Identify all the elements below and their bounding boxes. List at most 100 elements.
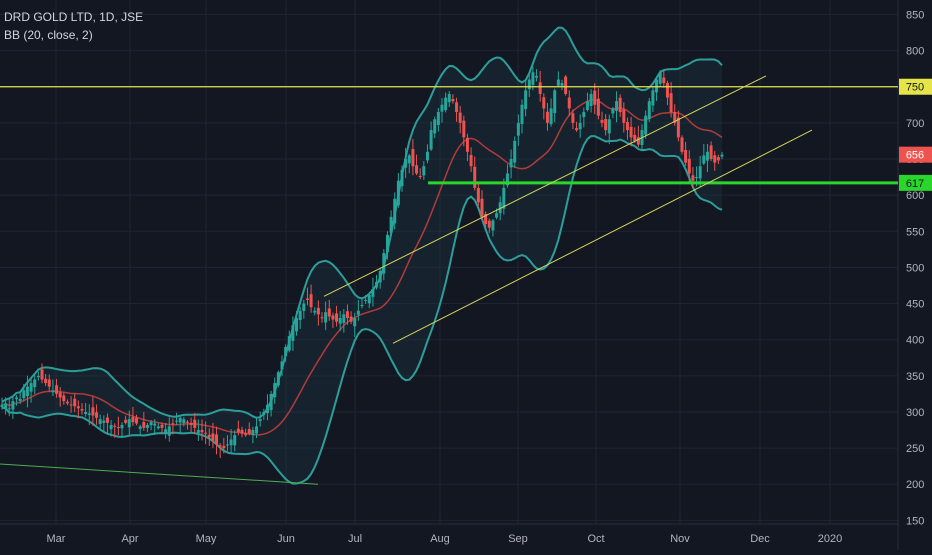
candle-body[interactable]	[171, 423, 175, 425]
candle-body[interactable]	[680, 137, 684, 152]
candle-body[interactable]	[255, 426, 259, 434]
candle-body[interactable]	[458, 112, 462, 123]
candle-body[interactable]	[596, 98, 600, 116]
candle-body[interactable]	[625, 122, 629, 131]
candle-body[interactable]	[91, 407, 95, 416]
candle-body[interactable]	[69, 404, 73, 406]
candle-body[interactable]	[160, 424, 164, 428]
candle-body[interactable]	[7, 408, 11, 410]
candle-body[interactable]	[433, 119, 437, 134]
candle-body[interactable]	[0, 404, 4, 408]
candle-body[interactable]	[138, 426, 142, 429]
candle-body[interactable]	[15, 397, 19, 400]
candle-body[interactable]	[211, 433, 215, 441]
candle-body[interactable]	[313, 310, 317, 313]
candle-body[interactable]	[575, 128, 579, 131]
candle-body[interactable]	[615, 101, 619, 111]
candle-body[interactable]	[178, 417, 182, 423]
candle-body[interactable]	[276, 372, 280, 386]
candle-body[interactable]	[487, 220, 491, 228]
candle-body[interactable]	[225, 444, 229, 446]
candle-body[interactable]	[182, 419, 186, 424]
candle-body[interactable]	[513, 140, 517, 163]
candle-body[interactable]	[95, 412, 99, 418]
candle-body[interactable]	[655, 79, 659, 93]
candle-body[interactable]	[611, 108, 615, 114]
candle-body[interactable]	[647, 101, 651, 119]
candle-body[interactable]	[393, 198, 397, 224]
candle-body[interactable]	[349, 316, 353, 322]
candle-body[interactable]	[295, 318, 299, 332]
candle-body[interactable]	[156, 426, 160, 429]
candle-body[interactable]	[535, 75, 539, 78]
candle-body[interactable]	[644, 115, 648, 135]
candle-body[interactable]	[556, 79, 560, 86]
candle-body[interactable]	[200, 430, 204, 433]
candle-body[interactable]	[709, 145, 713, 160]
candle-body[interactable]	[11, 401, 15, 410]
trendline-2[interactable]	[392, 129, 813, 344]
candle-body[interactable]	[389, 216, 393, 233]
candle-body[interactable]	[658, 72, 662, 84]
candle-body[interactable]	[665, 82, 669, 98]
candle-body[interactable]	[491, 220, 495, 231]
candle-body[interactable]	[335, 313, 339, 322]
candle-body[interactable]	[327, 308, 331, 317]
candle-body[interactable]	[578, 122, 582, 130]
candle-body[interactable]	[298, 310, 302, 321]
candle-body[interactable]	[375, 281, 379, 288]
candle-body[interactable]	[462, 120, 466, 138]
candle-body[interactable]	[204, 432, 208, 434]
candle-body[interactable]	[51, 390, 55, 393]
candle-body[interactable]	[502, 187, 506, 209]
candle-body[interactable]	[560, 83, 564, 86]
candle-body[interactable]	[193, 419, 197, 428]
candle-body[interactable]	[229, 439, 233, 446]
candle-body[interactable]	[618, 97, 622, 113]
candle-body[interactable]	[684, 149, 688, 163]
candle-body[interactable]	[673, 112, 677, 123]
candle-body[interactable]	[215, 434, 219, 445]
candle-body[interactable]	[80, 408, 84, 411]
candle-body[interactable]	[451, 98, 455, 102]
symbol-title[interactable]: DRD GOLD LTD, 1D, JSE	[4, 10, 144, 24]
candle-body[interactable]	[287, 336, 291, 351]
candle-body[interactable]	[702, 155, 706, 164]
candle-body[interactable]	[345, 311, 349, 319]
candle-body[interactable]	[342, 314, 346, 323]
candle-body[interactable]	[331, 315, 335, 320]
candle-body[interactable]	[233, 435, 237, 446]
candle-body[interactable]	[364, 299, 368, 301]
candle-body[interactable]	[109, 424, 113, 430]
candle-body[interactable]	[273, 383, 277, 398]
candle-body[interactable]	[455, 102, 459, 113]
candle-body[interactable]	[469, 154, 473, 167]
candle-body[interactable]	[360, 305, 364, 307]
candle-body[interactable]	[251, 430, 255, 436]
candle-body[interactable]	[505, 173, 509, 186]
candle-body[interactable]	[385, 234, 389, 253]
candle-body[interactable]	[145, 424, 149, 428]
candle-body[interactable]	[222, 445, 226, 449]
candle-body[interactable]	[585, 101, 589, 110]
candle-body[interactable]	[593, 90, 597, 105]
candle-body[interactable]	[495, 213, 499, 218]
candle-body[interactable]	[73, 398, 77, 407]
candle-body[interactable]	[116, 426, 120, 428]
candle-body[interactable]	[236, 428, 240, 433]
candle-body[interactable]	[400, 169, 404, 187]
candle-body[interactable]	[175, 420, 179, 422]
candle-body[interactable]	[196, 430, 200, 433]
candle-body[interactable]	[280, 361, 284, 370]
candle-body[interactable]	[131, 417, 135, 423]
candle-body[interactable]	[29, 383, 33, 392]
candle-body[interactable]	[698, 166, 702, 179]
candle-body[interactable]	[636, 137, 640, 145]
candle-body[interactable]	[356, 310, 360, 315]
candle-body[interactable]	[509, 159, 513, 168]
candle-body[interactable]	[676, 117, 680, 138]
candle-body[interactable]	[44, 378, 48, 384]
candle-body[interactable]	[422, 166, 426, 176]
candle-body[interactable]	[338, 318, 342, 324]
candle-body[interactable]	[600, 119, 604, 123]
